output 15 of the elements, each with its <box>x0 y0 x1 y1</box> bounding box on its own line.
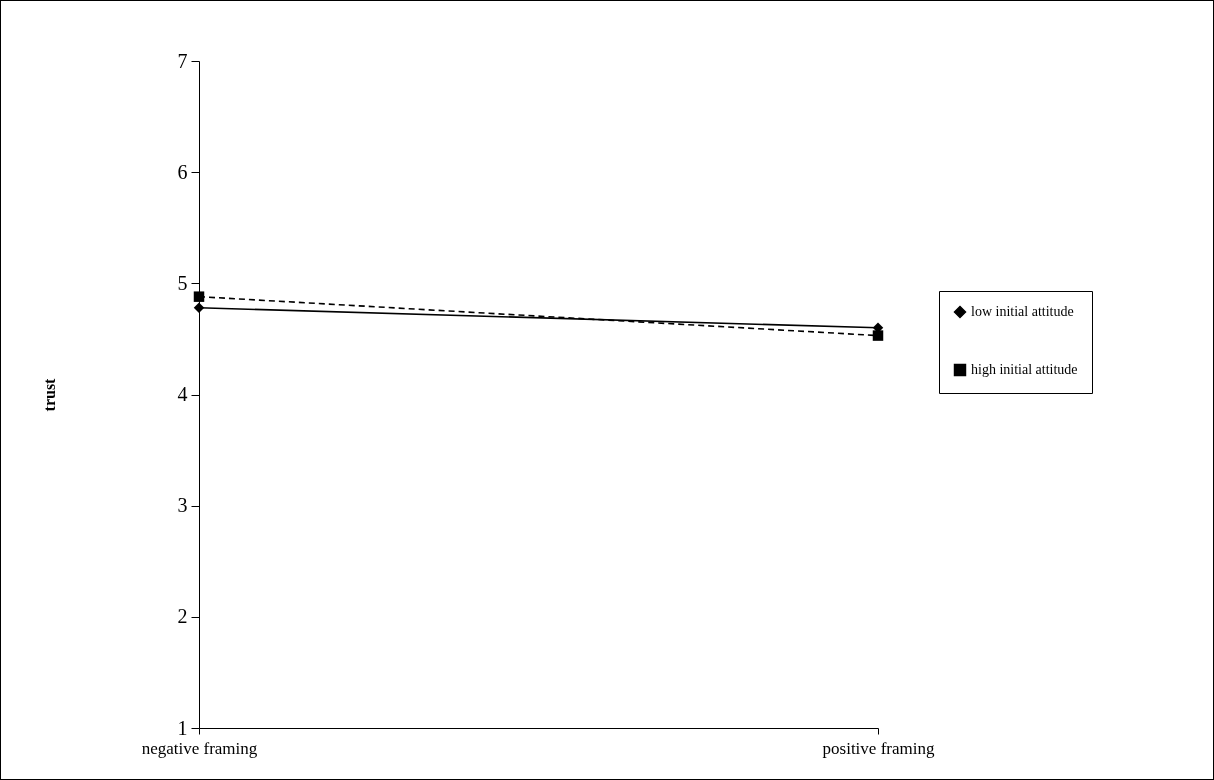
legend-label: low initial attitude <box>971 304 1074 319</box>
x-tick-label: negative framing <box>141 738 258 758</box>
x-tick-label: positive framing <box>822 738 935 758</box>
y-tick-label: 1 <box>177 716 188 739</box>
y-tick-label: 3 <box>177 494 188 517</box>
point <box>193 291 205 302</box>
y-tick-label: 5 <box>177 271 188 294</box>
point <box>193 302 205 314</box>
y-tick-label: 7 <box>177 49 188 72</box>
point <box>872 330 884 341</box>
y-axis-title: trust <box>40 377 58 412</box>
y-tick-label: 4 <box>177 383 188 405</box>
y-tick-label: 6 <box>177 160 188 183</box>
legend-label: high initial attitude <box>971 362 1078 377</box>
y-tick-label: 2 <box>177 605 188 628</box>
